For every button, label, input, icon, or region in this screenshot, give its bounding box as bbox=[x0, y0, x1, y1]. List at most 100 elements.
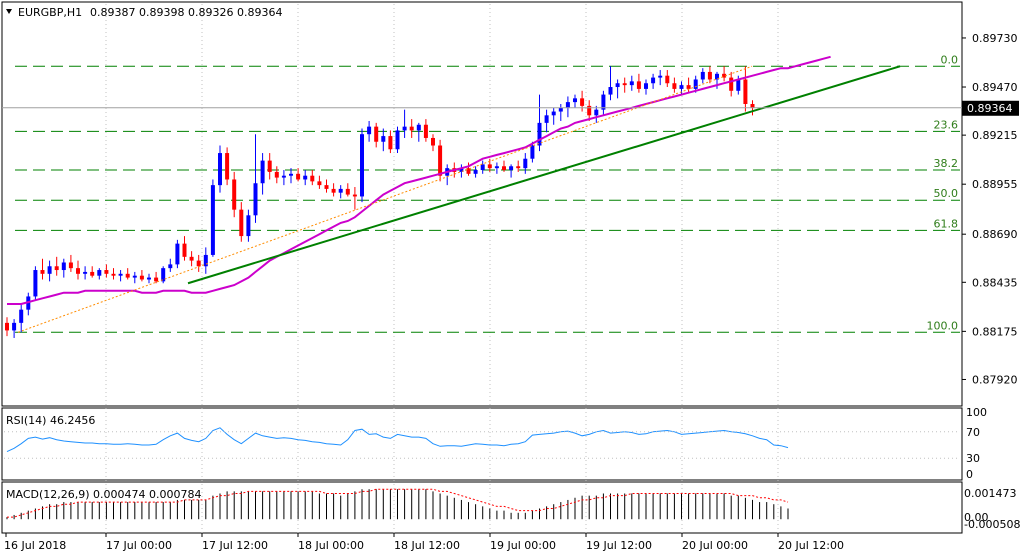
time-label: 18 Jul 12:00 bbox=[394, 539, 460, 552]
candle-body bbox=[516, 166, 521, 169]
price-tick-label: 0.88955 bbox=[972, 178, 1018, 191]
candle-body bbox=[651, 77, 656, 84]
candle-body bbox=[423, 124, 428, 138]
candle-body bbox=[161, 268, 166, 282]
fib-label: 50.0 bbox=[934, 187, 959, 200]
candle-body bbox=[360, 134, 364, 197]
time-label: 18 Jul 00:00 bbox=[298, 539, 364, 552]
candle-body bbox=[189, 256, 194, 261]
candle-body bbox=[558, 107, 563, 112]
candle-body bbox=[310, 175, 315, 182]
current-price-label: 0.89364 bbox=[967, 102, 1013, 115]
candle-body bbox=[715, 73, 719, 80]
candle-body bbox=[303, 175, 308, 180]
candle-body bbox=[289, 173, 293, 176]
candle-body bbox=[33, 270, 38, 297]
candle-body bbox=[175, 243, 180, 265]
candle-body bbox=[118, 273, 123, 276]
candle-body bbox=[395, 130, 400, 150]
rsi-tick-label: 100 bbox=[966, 406, 987, 419]
time-axis: 16 Jul 2018 17 Jul 00:00 17 Jul 12:00 18 Ju… bbox=[4, 533, 844, 552]
candle-body bbox=[743, 79, 748, 104]
candle-body bbox=[281, 175, 286, 178]
fibonacci-levels: 0.0 23.6 38.2 50.0 61.8 100.0 bbox=[15, 53, 960, 333]
candle-body bbox=[615, 83, 620, 88]
candle-body bbox=[90, 271, 95, 276]
gridlines bbox=[105, 4, 779, 533]
candle-body bbox=[5, 322, 9, 331]
macd-tick-label: 0.001473 bbox=[964, 487, 1017, 500]
price-tick-label: 0.88175 bbox=[972, 325, 1018, 338]
rsi-tick-label: 30 bbox=[966, 452, 980, 465]
price-tick-label: 0.89470 bbox=[972, 81, 1018, 94]
candle-body bbox=[416, 124, 421, 131]
candle-body bbox=[182, 243, 187, 257]
macd-tick-label: 0.00 bbox=[964, 511, 989, 524]
rsi-panel-frame bbox=[1, 407, 963, 481]
candle-body bbox=[736, 79, 741, 91]
candle-body bbox=[388, 136, 393, 150]
candle-body bbox=[68, 262, 73, 269]
candle-body bbox=[203, 254, 208, 267]
macd-signal-line bbox=[7, 488, 789, 518]
price-tick-label: 0.89730 bbox=[972, 32, 1018, 45]
candle-body bbox=[665, 75, 670, 84]
moving-average-line bbox=[7, 55, 831, 305]
candle-body bbox=[622, 83, 627, 86]
candle-body bbox=[54, 266, 59, 271]
candle-body bbox=[565, 102, 570, 108]
candle-body bbox=[402, 126, 407, 131]
candle-body bbox=[317, 181, 322, 186]
candle-body bbox=[729, 77, 734, 91]
candle-body bbox=[459, 168, 464, 172]
candle-body bbox=[246, 215, 251, 237]
candle-body bbox=[97, 270, 102, 276]
candle-body bbox=[147, 277, 151, 280]
candle-body bbox=[338, 188, 343, 193]
candle-body bbox=[693, 79, 698, 89]
candle-body bbox=[132, 275, 137, 278]
candle-body bbox=[707, 71, 712, 80]
fib-label: 23.6 bbox=[934, 118, 959, 131]
candle-body bbox=[750, 104, 755, 108]
rsi-line bbox=[6, 427, 789, 453]
candle-body bbox=[700, 71, 705, 80]
candle-body bbox=[580, 98, 585, 106]
candle-body bbox=[573, 98, 577, 103]
candle-body bbox=[672, 83, 677, 89]
candle-body bbox=[544, 115, 549, 123]
candle-body bbox=[530, 145, 535, 159]
rsi-tick-label: 70 bbox=[966, 426, 980, 439]
price-tick-label: 0.88690 bbox=[972, 228, 1018, 241]
candle-body bbox=[19, 309, 24, 323]
rsi-tick-label: 0 bbox=[966, 468, 973, 481]
candle-body bbox=[487, 164, 492, 169]
candle-body bbox=[367, 126, 372, 135]
fibonacci-guide-line bbox=[17, 65, 753, 333]
candle-body bbox=[594, 109, 599, 116]
fib-label: 38.2 bbox=[934, 157, 959, 170]
dropdown-triangle-icon[interactable] bbox=[6, 9, 12, 14]
rsi-axis: 100 70 30 0 bbox=[4, 406, 987, 481]
candle-body bbox=[168, 264, 173, 269]
candle-body bbox=[679, 85, 684, 89]
candlesticks bbox=[5, 66, 755, 338]
candle-body bbox=[608, 87, 613, 95]
time-label: 20 Jul 00:00 bbox=[682, 539, 748, 552]
candle-body bbox=[125, 273, 130, 278]
fib-label: 61.8 bbox=[934, 217, 959, 230]
candle-body bbox=[629, 81, 634, 86]
candle-body bbox=[12, 322, 17, 331]
fib-label: 100.0 bbox=[927, 319, 959, 332]
candle-body bbox=[551, 111, 556, 116]
candle-body bbox=[139, 275, 144, 280]
candle-body bbox=[409, 126, 414, 131]
candle-body bbox=[381, 136, 386, 142]
candle-body bbox=[431, 137, 435, 146]
price-tick-label: 0.87920 bbox=[972, 373, 1018, 386]
price-panel-frame bbox=[1, 1, 963, 407]
candle-body bbox=[76, 268, 80, 274]
candle-body bbox=[218, 153, 222, 186]
candle-body bbox=[636, 81, 641, 89]
price-tick-label: 0.88435 bbox=[972, 276, 1018, 289]
